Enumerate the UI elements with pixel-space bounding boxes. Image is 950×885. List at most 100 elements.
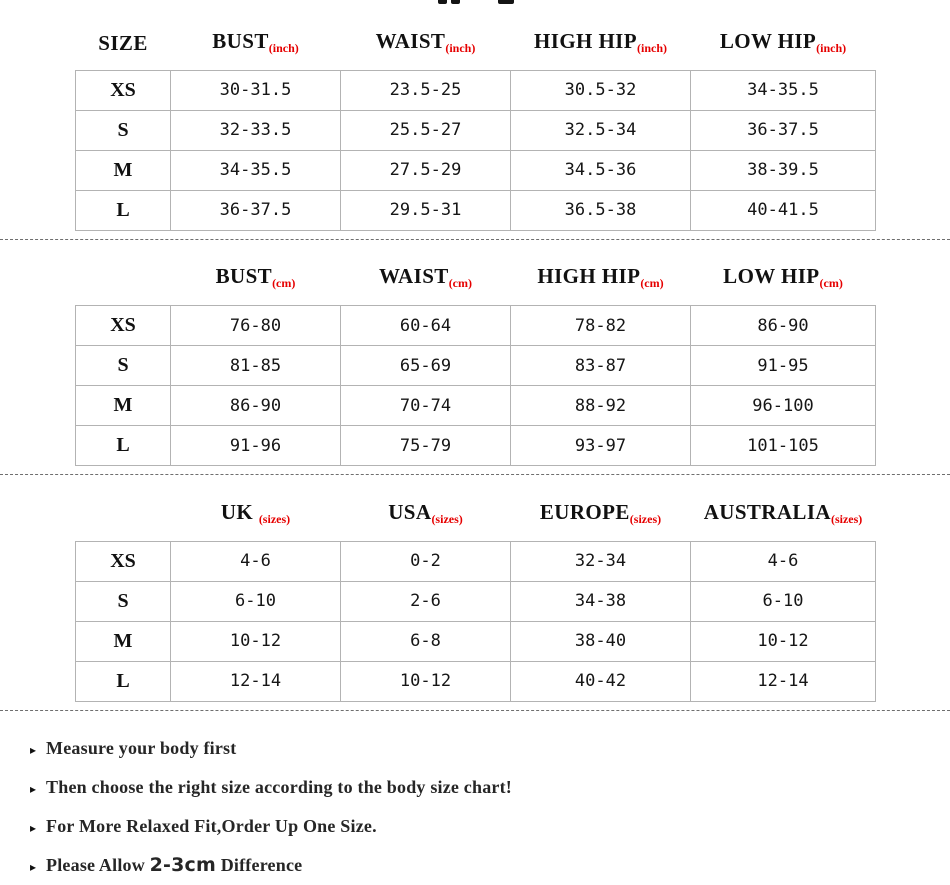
- table-cell: 86-90: [690, 305, 876, 346]
- table-cell: 12-14: [170, 660, 341, 702]
- column-label: AUSTRALIA: [703, 499, 831, 524]
- header-size-empty: [76, 489, 171, 541]
- table-row: L 91-96 75-79 93-97 101-105: [75, 425, 876, 466]
- column-label: LOW HIP: [723, 264, 820, 288]
- table-cell: 2-6: [340, 580, 511, 622]
- column-unit-label: (inch): [445, 40, 476, 55]
- size-table-international: UK (sizes) USA(sizes) EUROPE(sizes) AUST…: [75, 489, 950, 702]
- size-label: S: [75, 345, 171, 386]
- dashed-divider: [0, 474, 950, 475]
- table-cell: 6-10: [170, 580, 341, 622]
- size-label: L: [75, 189, 171, 231]
- size-label: XS: [75, 540, 171, 582]
- table-cell: 101-105: [690, 425, 876, 466]
- table-cell: 38-40: [510, 620, 691, 662]
- column-unit-label: (cm): [819, 276, 843, 290]
- size-table-centimeters: BUST(cm) WAIST(cm) HIGH HIP(cm) LOW HIP(…: [75, 254, 950, 466]
- table-cell: 34-38: [510, 580, 691, 622]
- table-row: L 12-14 10-12 40-42 12-14: [75, 660, 876, 702]
- table-cell: 75-79: [340, 425, 511, 466]
- table-cell: 32.5-34: [510, 109, 691, 151]
- column-label: BUST: [212, 28, 269, 53]
- table-cell: 36-37.5: [170, 189, 341, 231]
- table-cell: 36.5-38: [510, 189, 691, 231]
- column-unit-label: (sizes): [830, 511, 863, 526]
- column-unit-label: (sizes): [258, 511, 291, 526]
- note-highlight: 2-3cm: [149, 853, 217, 876]
- table-row: S 32-33.5 25.5-27 32.5-34 36-37.5: [75, 109, 876, 151]
- size-label: XS: [75, 305, 171, 346]
- table-cell: 23.5-25: [340, 69, 511, 111]
- table-row: S 6-10 2-6 34-38 6-10: [75, 580, 876, 622]
- column-unit-label: (sizes): [629, 511, 662, 526]
- table-cell: 76-80: [170, 305, 341, 346]
- column-label: EUROPE: [539, 499, 630, 524]
- table-row: S 81-85 65-69 83-87 91-95: [75, 345, 876, 386]
- header-bust-inch: BUST(inch): [171, 18, 341, 70]
- table-cell: 93-97: [510, 425, 691, 466]
- table-cell: 78-82: [510, 305, 691, 346]
- table-cell: 81-85: [170, 345, 341, 386]
- dashed-divider: [0, 709, 950, 711]
- size-label: M: [75, 620, 171, 662]
- column-unit-label: (cm): [448, 276, 473, 290]
- table-cell: 29.5-31: [340, 189, 511, 231]
- note-line: ▸ For More Relaxed Fit,Order Up One Size…: [30, 815, 950, 839]
- table-cell: 4-6: [170, 540, 341, 582]
- header-waist-inch: WAIST(inch): [341, 18, 511, 70]
- note-line: ▸ Measure your body first: [30, 737, 950, 761]
- table-cell: 6-8: [340, 620, 511, 662]
- header-bust-cm: BUST(cm): [171, 254, 341, 306]
- size-label: L: [75, 660, 171, 702]
- table-cell: 10-12: [340, 660, 511, 702]
- table-cell: 38-39.5: [690, 149, 876, 191]
- notes-section: ▸ Measure your body first ▸ Then choose …: [30, 737, 950, 878]
- column-label: WAIST: [378, 264, 449, 288]
- header-size-empty: [76, 254, 171, 306]
- note-text: Please Allow 2-3cm Difference: [46, 854, 302, 876]
- note-text: Measure your body first: [46, 737, 237, 758]
- table-cell: 32-33.5: [170, 109, 341, 151]
- bullet-triangle-icon: ▸: [30, 820, 37, 835]
- table-cell: 10-12: [690, 620, 876, 662]
- dashed-divider: [0, 238, 950, 240]
- table-row: M 86-90 70-74 88-92 96-100: [75, 385, 876, 426]
- column-unit-label: (inch): [816, 40, 847, 55]
- column-unit-label: (inch): [268, 40, 299, 55]
- note-text-prefix: Please Allow: [46, 854, 150, 875]
- bullet-triangle-icon: ▸: [30, 859, 37, 874]
- header-size: SIZE: [98, 30, 148, 55]
- column-label: LOW HIP: [719, 28, 817, 53]
- bullet-triangle-icon: ▸: [30, 742, 37, 757]
- table-row: XS 30-31.5 23.5-25 30.5-32 34-35.5: [75, 69, 876, 111]
- table-cell: 34-35.5: [170, 149, 341, 191]
- table-row: XS 4-6 0-2 32-34 4-6: [75, 540, 876, 582]
- size-table: UK (sizes) USA(sizes) EUROPE(sizes) AUST…: [75, 489, 876, 702]
- table-cell: 86-90: [170, 385, 341, 426]
- table-row: XS 76-80 60-64 78-82 86-90: [75, 305, 876, 346]
- column-unit-label: (inch): [636, 40, 667, 55]
- table-cell: 34.5-36: [510, 149, 691, 191]
- table-cell: 91-95: [690, 345, 876, 386]
- table-cell: 10-12: [170, 620, 341, 662]
- table-cell: 27.5-29: [340, 149, 511, 191]
- table-cell: 91-96: [170, 425, 341, 466]
- table-row: L 36-37.5 29.5-31 36.5-38 40-41.5: [75, 189, 876, 231]
- header-high-hip-inch: HIGH HIP(inch): [511, 18, 691, 70]
- table-cell: 34-35.5: [690, 69, 876, 111]
- table-cell: 65-69: [340, 345, 511, 386]
- table-cell: 12-14: [690, 660, 876, 702]
- header-australia: AUSTRALIA(sizes): [691, 489, 876, 541]
- header-uk: UK (sizes): [171, 489, 341, 541]
- header-high-hip-cm: HIGH HIP(cm): [511, 254, 691, 306]
- cropped-title-fragment: [438, 0, 514, 6]
- table-cell: 32-34: [510, 540, 691, 582]
- table-cell: 36-37.5: [690, 109, 876, 151]
- size-label: M: [75, 149, 171, 191]
- table-cell: 0-2: [340, 540, 511, 582]
- size-label: XS: [75, 69, 171, 111]
- column-unit-label: (cm): [272, 276, 296, 290]
- size-label: M: [75, 385, 171, 426]
- size-label: L: [75, 425, 171, 466]
- column-label: BUST: [215, 264, 273, 288]
